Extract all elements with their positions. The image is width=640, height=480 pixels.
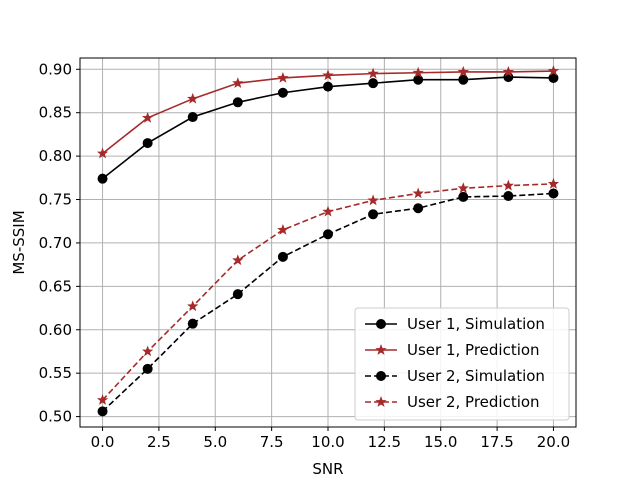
x-tick-label: 17.5 <box>480 433 513 451</box>
data-point <box>187 92 199 104</box>
data-point <box>323 229 333 240</box>
y-tick-label: 0.85 <box>39 104 72 122</box>
data-point <box>232 97 243 108</box>
data-point <box>187 300 199 312</box>
data-point <box>548 188 559 199</box>
data-point <box>232 77 244 88</box>
data-point <box>367 67 379 79</box>
series-3 <box>97 188 559 417</box>
y-tick-label: 0.60 <box>39 321 72 339</box>
legend-marker <box>376 319 386 329</box>
data-point <box>323 81 333 92</box>
data-point <box>457 65 469 77</box>
series-4 <box>96 177 560 405</box>
data-point <box>97 406 108 417</box>
data-point <box>322 69 334 81</box>
data-point <box>413 203 424 214</box>
data-point <box>368 209 379 220</box>
legend-item: User 1, Simulation <box>365 315 545 333</box>
legend-item: User 1, Prediction <box>365 341 540 359</box>
data-point <box>367 194 379 206</box>
y-tick-label: 0.55 <box>39 364 72 382</box>
data-point <box>141 345 154 357</box>
legend-box <box>354 307 570 421</box>
grid-lines <box>80 58 576 427</box>
data-point <box>232 289 243 300</box>
data-point <box>232 254 244 266</box>
y-tick-label: 0.75 <box>39 191 72 209</box>
data-point <box>368 78 379 89</box>
data-point <box>141 111 154 123</box>
series-layer <box>96 65 560 417</box>
data-point <box>277 72 289 83</box>
data-point <box>458 74 469 85</box>
legend-marker <box>375 344 387 355</box>
legend-item: User 2, Simulation <box>365 367 545 385</box>
data-point <box>502 179 515 191</box>
x-tick-label: 7.5 <box>260 433 284 451</box>
data-point <box>277 87 288 98</box>
data-point <box>503 191 514 202</box>
x-tick-label: 20.0 <box>537 433 570 451</box>
y-tick-label: 0.80 <box>39 147 72 165</box>
x-tick-label: 5.0 <box>203 433 227 451</box>
data-point <box>277 251 288 262</box>
x-tick-label: 15.0 <box>424 433 457 451</box>
y-tick-label: 0.90 <box>39 60 72 78</box>
y-axis: 0.50 0.55 0.60 0.65 0.70 0.75 0.80 0.85 0.90 <box>39 60 80 426</box>
y-tick-label: 0.65 <box>39 277 72 295</box>
data-point <box>322 205 334 217</box>
data-point <box>547 177 560 189</box>
data-point <box>96 394 109 405</box>
x-axis-label: SNR <box>312 460 343 478</box>
data-point <box>187 318 198 329</box>
data-point <box>187 112 198 123</box>
legend-label: User 1, Simulation <box>407 315 545 333</box>
data-point <box>277 223 289 235</box>
y-tick-label: 0.70 <box>39 234 72 252</box>
data-point <box>97 173 108 184</box>
series-2 <box>96 65 560 159</box>
legend-label: User 1, Prediction <box>407 341 540 359</box>
legend-marker <box>376 371 386 381</box>
data-point <box>457 182 469 194</box>
data-point <box>142 138 153 149</box>
data-point <box>502 65 515 77</box>
data-point <box>96 147 109 159</box>
legend-label: User 2, Prediction <box>407 393 540 411</box>
legend-marker <box>375 396 387 407</box>
x-tick-label: 10.0 <box>311 433 344 451</box>
legend-label: User 2, Simulation <box>407 367 545 385</box>
data-point <box>458 191 469 202</box>
x-tick-label: 12.5 <box>368 433 401 451</box>
legend: User 1, Simulation User 1, Prediction User… <box>354 307 570 421</box>
y-tick-label: 0.50 <box>39 408 72 426</box>
y-axis-label: MS-SSIM <box>10 210 28 274</box>
legend-item: User 2, Prediction <box>365 393 540 411</box>
data-point <box>142 363 153 374</box>
x-axis: 0.0 2.5 5.0 7.5 10.0 12.5 15.0 17.5 20.0 <box>91 427 570 451</box>
x-tick-label: 0.0 <box>91 433 115 451</box>
x-tick-label: 2.5 <box>147 433 171 451</box>
data-point <box>412 66 424 78</box>
data-point <box>547 65 560 76</box>
data-point <box>412 187 424 199</box>
